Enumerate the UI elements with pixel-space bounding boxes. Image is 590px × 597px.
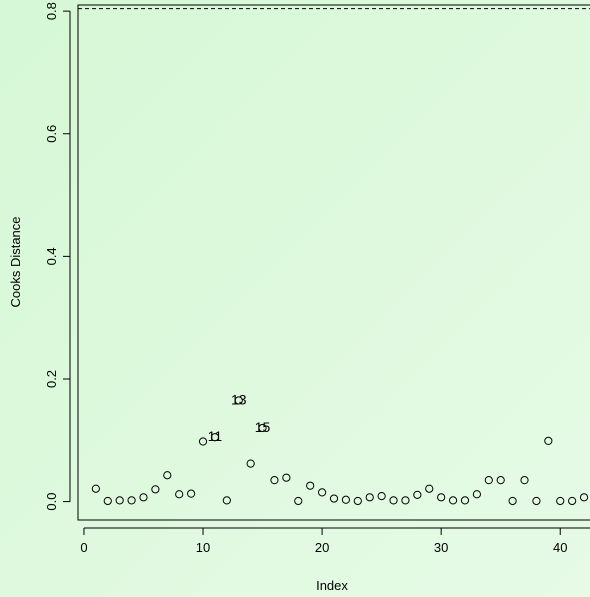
data-point [294, 496, 303, 506]
data-point [413, 490, 422, 499]
x-tick-label: 40 [553, 540, 567, 555]
data-point [270, 476, 279, 485]
data-point [460, 496, 470, 505]
data-point [341, 495, 351, 504]
y-axis-title: Cooks Distance [8, 216, 23, 307]
x-tick-label: 20 [315, 540, 329, 555]
data-point [437, 493, 446, 502]
data-point [401, 496, 410, 505]
y-tick-label: 0.6 [44, 125, 59, 143]
y-tick-label: 0.2 [44, 370, 59, 388]
data-point [353, 496, 362, 506]
data-point [198, 437, 208, 446]
plot-frame [77, 4, 590, 521]
data-point [579, 493, 589, 502]
x-tick-label: 0 [80, 540, 87, 555]
data-point [568, 496, 577, 506]
point-label: 11 [208, 428, 223, 444]
data-point [389, 496, 398, 505]
y-tick-label: 0.0 [44, 493, 59, 511]
data-point [520, 476, 529, 485]
data-point [496, 476, 505, 485]
data-point [508, 496, 517, 506]
point-label: 15 [255, 419, 271, 435]
data-point [234, 396, 243, 405]
data-point [175, 490, 184, 499]
data-point [448, 496, 458, 505]
data-point [484, 476, 493, 485]
y-tick-label: 0.4 [44, 247, 59, 265]
data-point [246, 459, 255, 468]
data-point [139, 493, 148, 502]
data-point [317, 488, 327, 497]
x-tick-label: 30 [434, 540, 448, 555]
data-point [544, 436, 553, 446]
data-point [556, 496, 565, 506]
data-point [472, 490, 481, 499]
data-point [425, 484, 434, 493]
y-tick-label: 0.8 [44, 2, 59, 20]
data-point [377, 491, 386, 501]
data-point [365, 493, 374, 502]
data-point [532, 496, 541, 506]
x-axis-title: Index [316, 578, 348, 593]
data-point [91, 484, 100, 493]
data-point [115, 496, 124, 505]
data-point [258, 423, 267, 433]
data-point [329, 494, 339, 503]
data-point [103, 496, 112, 506]
data-point [163, 471, 172, 480]
data-point [210, 433, 220, 442]
data-point [187, 489, 196, 498]
data-point [306, 481, 315, 490]
point-label: 13 [231, 391, 247, 407]
data-point [151, 485, 160, 494]
data-point [222, 496, 231, 505]
x-tick-label: 10 [196, 540, 210, 555]
data-point [282, 473, 291, 482]
data-point [127, 496, 136, 505]
